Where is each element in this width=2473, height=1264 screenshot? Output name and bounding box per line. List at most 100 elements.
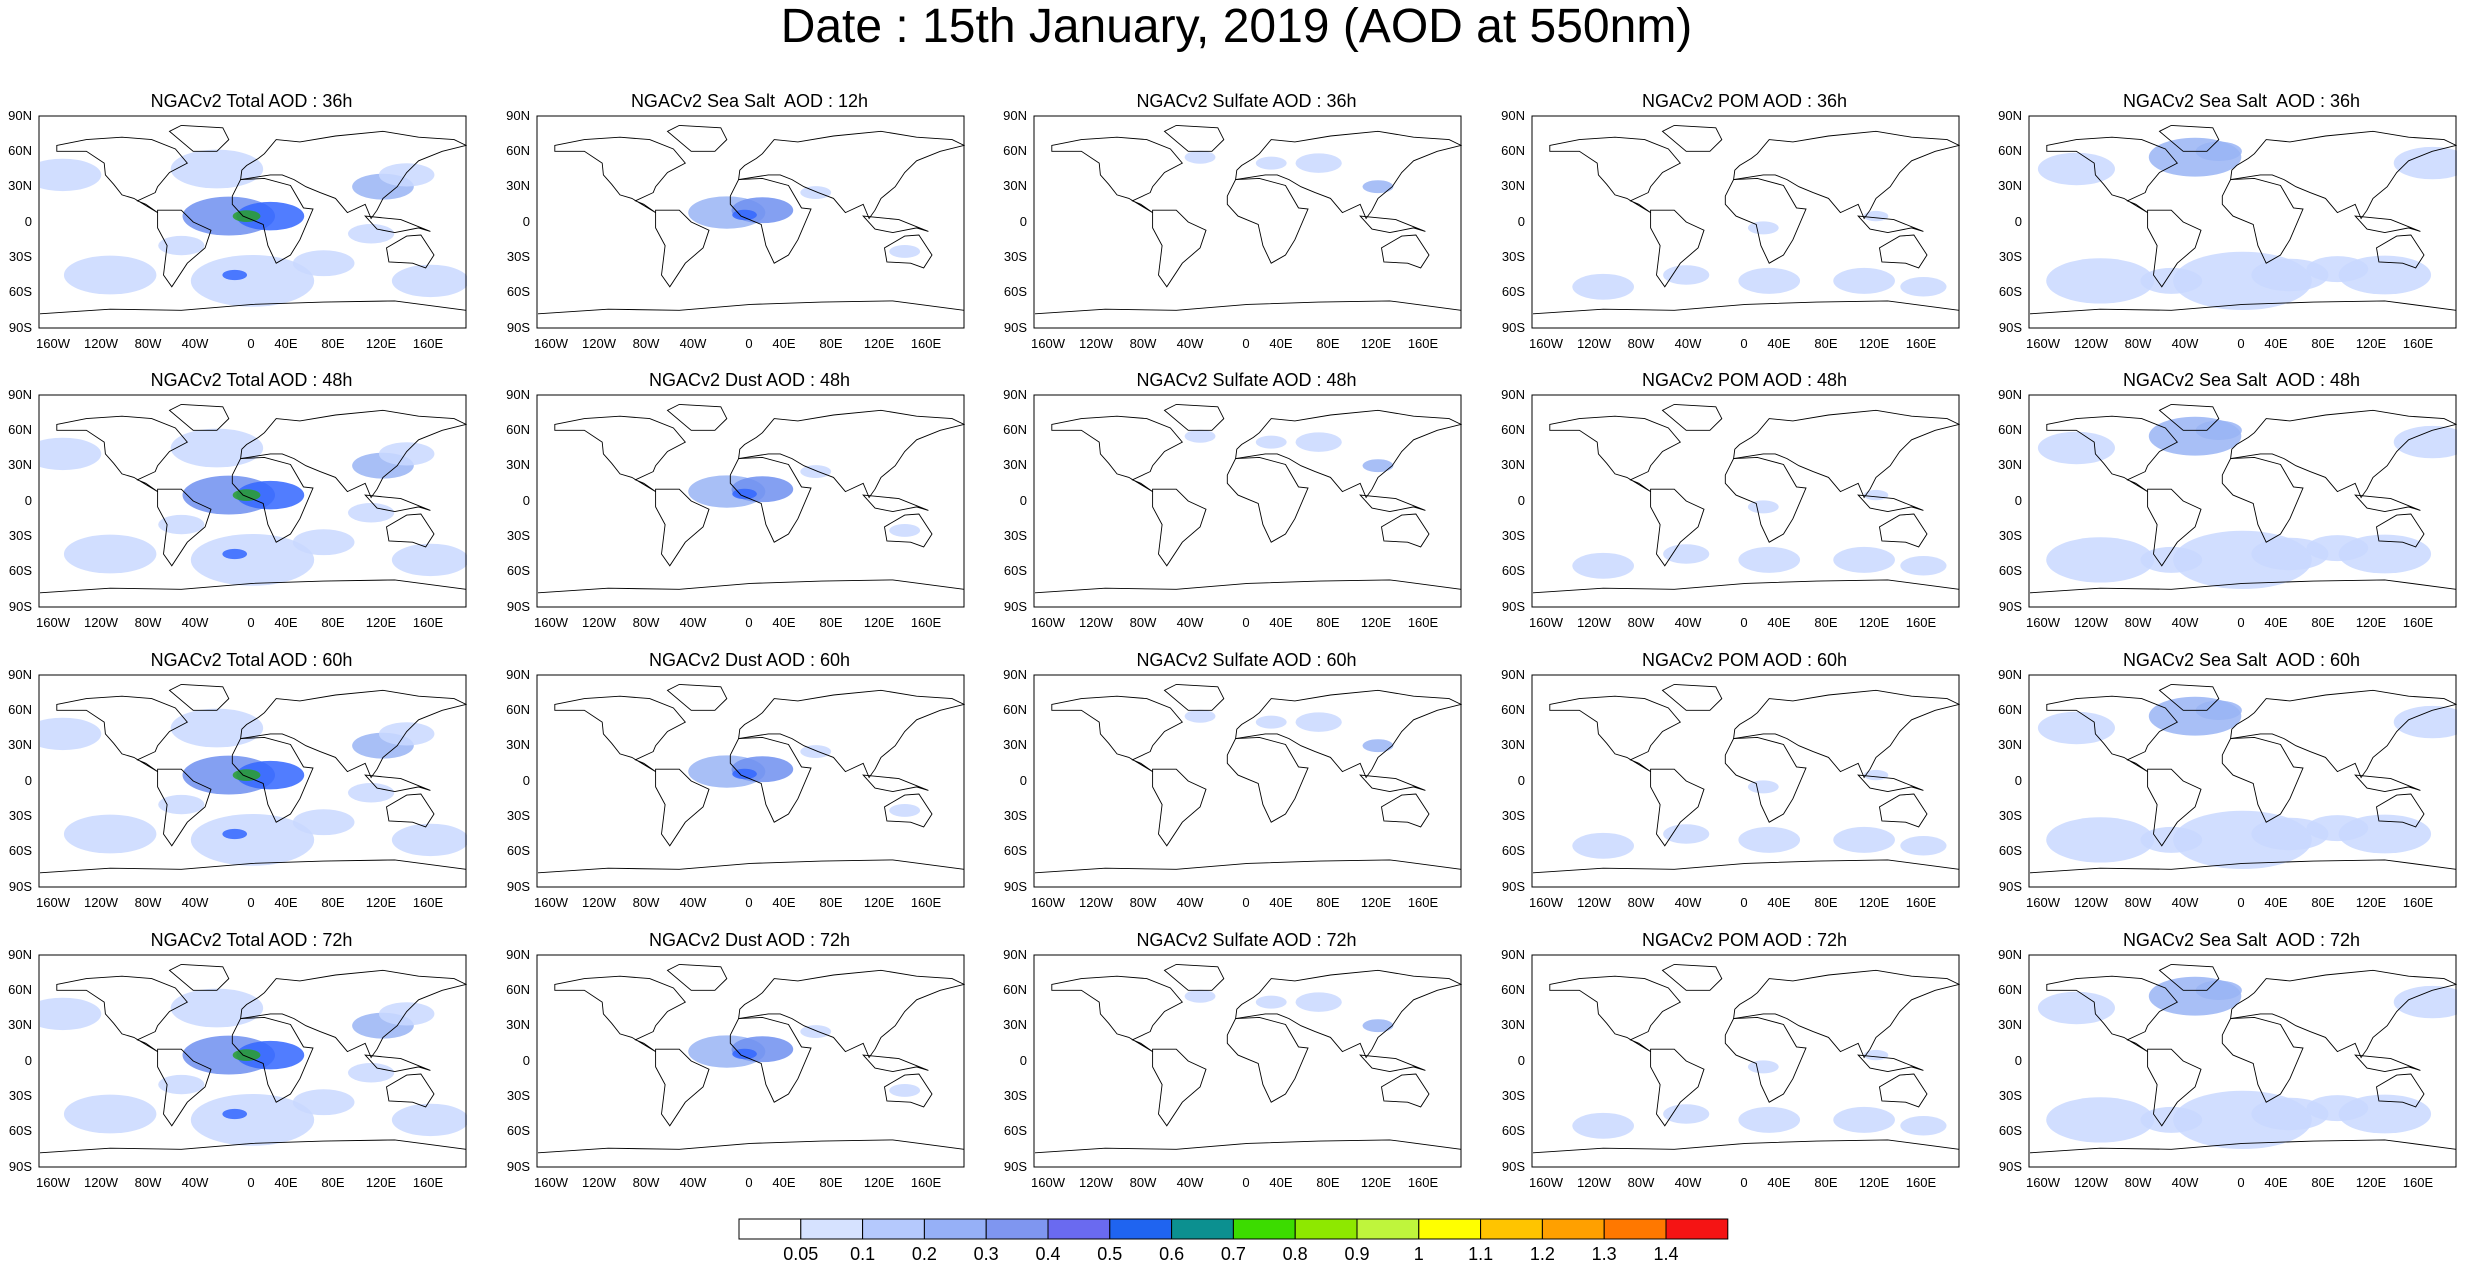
lon-tick-label: 160W [1529,615,1563,630]
aod-plume [2393,705,2457,739]
colorbar-swatch [985,1218,1049,1240]
lat-tick-label: 30N [506,457,530,472]
aod-plume [1295,712,1342,732]
lon-tick-label: 0 [745,1175,753,1190]
antarctica-coastline [2030,300,2457,315]
lat-tick-label: 60N [8,143,32,158]
lon-tick-label: 0 [1740,895,1748,910]
lon-tick-label: 120E [365,1175,397,1190]
coastline [1051,415,1184,492]
aod-plume [2195,980,2242,1001]
aod-plume [1738,546,1801,573]
lon-tick-label: 160W [1529,895,1563,910]
world-map [1033,954,1462,1168]
lat-tick-label: 30N [506,1017,530,1032]
lon-tick-label: 160E [1905,895,1937,910]
coastline [1549,695,1682,772]
lat-tick-label: 60S [1003,1123,1027,1138]
lat-tick-label: 90N [506,947,530,962]
aod-plume [40,717,102,751]
colorbar-swatch [862,1218,925,1240]
lon-tick-label: 80E [1316,615,1340,630]
lon-tick-label: 40W [2171,1175,2199,1190]
lon-tick-label: 120W [1079,895,1113,910]
lon-tick-label: 120W [1577,895,1611,910]
aod-plume [1362,459,1394,473]
coastline [655,1048,710,1127]
lon-tick-label: 0 [1242,1175,1250,1190]
aod-plume [40,158,102,192]
coastline [157,1048,212,1127]
lon-tick-label: 0 [2237,895,2245,910]
lat-tick-label: 0 [2014,493,2022,508]
coastline [2158,963,2220,991]
map-panel: NGACv2 Total AOD : 36h 90N 60N 30N 0 30S 60S 90… [0,91,500,361]
lon-tick-label: 120E [2355,615,2387,630]
lon-tick-label: 0 [745,895,753,910]
lon-tick-label: 0 [745,615,753,630]
aod-plume [1747,500,1779,514]
lat-tick-label: 0 [1019,1053,1027,1068]
lat-tick-label: 30N [1501,457,1525,472]
lon-tick-label: 120E [1858,336,1890,351]
map-frame [536,115,965,329]
coastline [1359,1054,1426,1073]
coastline [1650,1048,1705,1127]
lat-tick-label: 0 [1517,214,1525,229]
lon-tick-label: 0 [247,895,255,910]
map-frame [536,954,965,1168]
coastline [666,403,728,431]
panel-title: NGACv2 Total AOD : 48h [150,370,353,390]
aod-plume [2393,985,2457,1019]
lon-tick-label: 160W [36,615,70,630]
coastline [364,774,431,793]
aod-plume [1663,265,1710,285]
map-panel: NGACv2 Sulfate AOD : 48h 90N 60N 30N 0 30S 60S… [995,370,1495,640]
lat-tick-label: 0 [1517,493,1525,508]
coastline [554,136,687,213]
coastline [666,683,728,711]
colorbar-label: 0.2 [911,1244,937,1264]
lon-tick-label: 0 [1740,336,1748,351]
lat-tick-label: 60N [1003,982,1027,997]
coastline [2147,768,2202,847]
panel-title: NGACv2 Sulfate AOD : 72h [1136,930,1357,950]
lon-tick-label: 120W [1577,336,1611,351]
aod-plume [236,480,305,510]
colorbar-swatch [1047,1218,1111,1240]
aod-plume [1255,435,1287,449]
aod-plume [378,1002,435,1026]
lon-tick-label: 160W [534,615,568,630]
coastline [655,768,710,847]
lat-tick-label: 90S [506,320,530,335]
lat-tick-label: 60S [8,284,32,299]
antarctica-coastline [40,579,467,594]
aod-plume [190,813,315,866]
lon-tick-label: 40W [1674,1175,1702,1190]
coastline [1650,768,1705,847]
aod-plume [1833,1106,1895,1133]
lon-tick-label: 120W [84,895,118,910]
lon-tick-label: 160E [910,1175,942,1190]
map-frame [1531,394,1960,608]
coastline [2158,124,2220,152]
coastline [1879,234,1928,269]
lon-tick-label: 160W [2026,336,2060,351]
aod-plume [190,254,315,307]
aod-plume [391,1103,467,1137]
lat-tick-label: 0 [1019,493,1027,508]
lon-tick-label: 80W [1129,895,1157,910]
colorbar-swatch [1171,1218,1234,1240]
lon-tick-label: 80W [1627,615,1655,630]
lon-tick-label: 80W [1627,336,1655,351]
coastline [1235,689,1462,779]
coastline [1879,513,1928,548]
aod-plume [1900,836,1947,856]
aod-plume [800,465,832,479]
colorbar-label: 1.4 [1653,1244,1679,1264]
lon-tick-label: 40E [2264,895,2288,910]
aod-plume [889,1083,921,1097]
colorbar-swatch [1294,1218,1358,1240]
coastline [231,177,314,264]
